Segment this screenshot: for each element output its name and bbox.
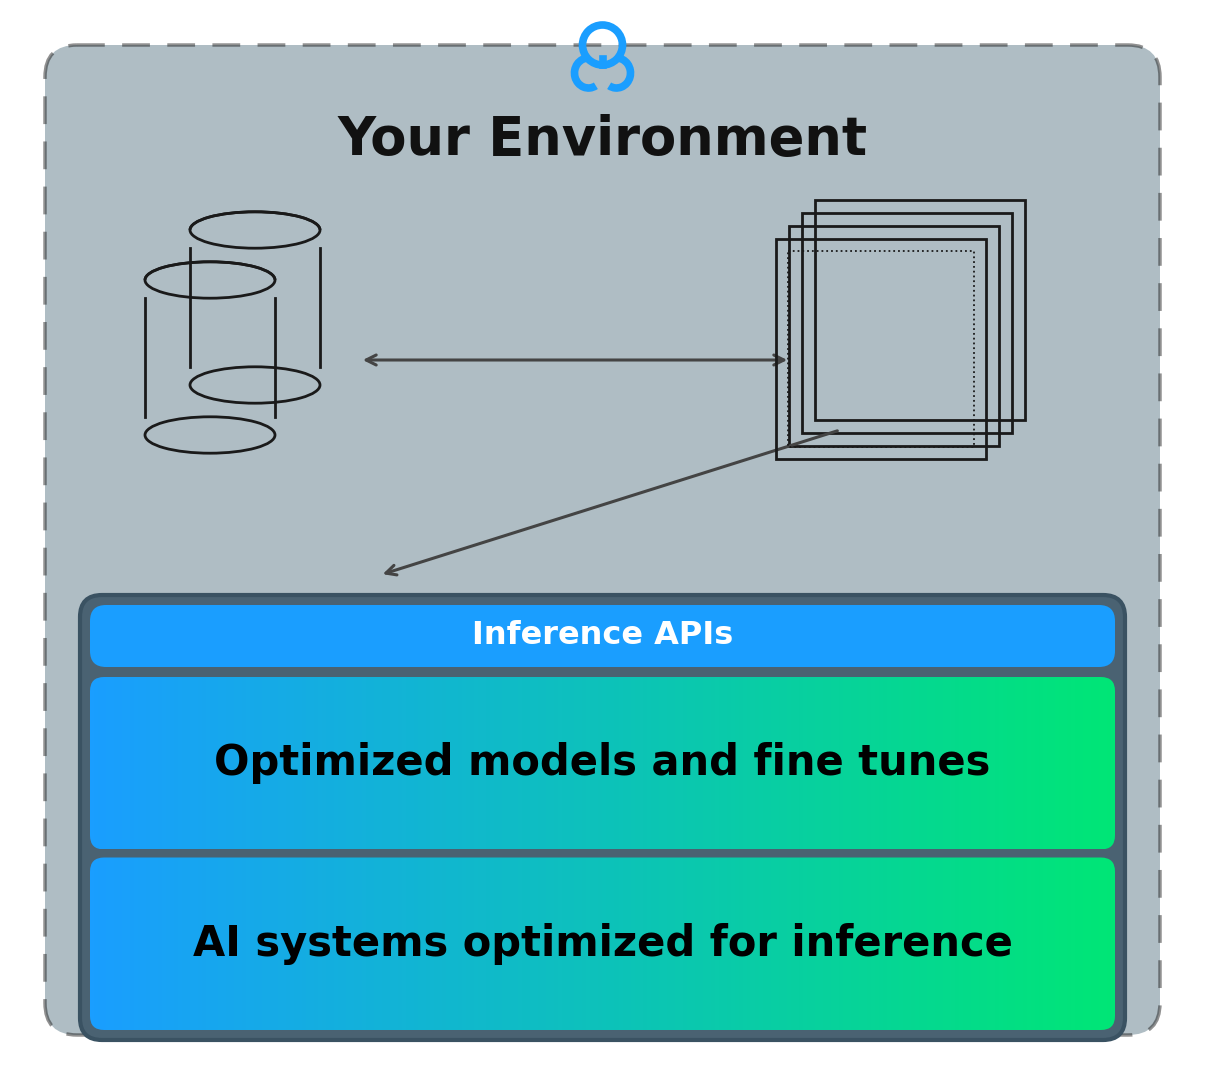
FancyBboxPatch shape [80,595,1125,1040]
Bar [815,200,1025,420]
Text: Optimized models and fine tunes: Optimized models and fine tunes [214,742,991,784]
FancyBboxPatch shape [45,45,1160,1035]
Bar [803,213,1012,433]
Bar [789,226,999,446]
FancyBboxPatch shape [90,605,1115,667]
Text: AI systems optimized for inference: AI systems optimized for inference [193,923,1012,965]
Bar [788,251,974,447]
Text: Inference APIs: Inference APIs [472,620,733,652]
Bar [776,239,986,459]
Text: Your Environment: Your Environment [337,114,868,166]
